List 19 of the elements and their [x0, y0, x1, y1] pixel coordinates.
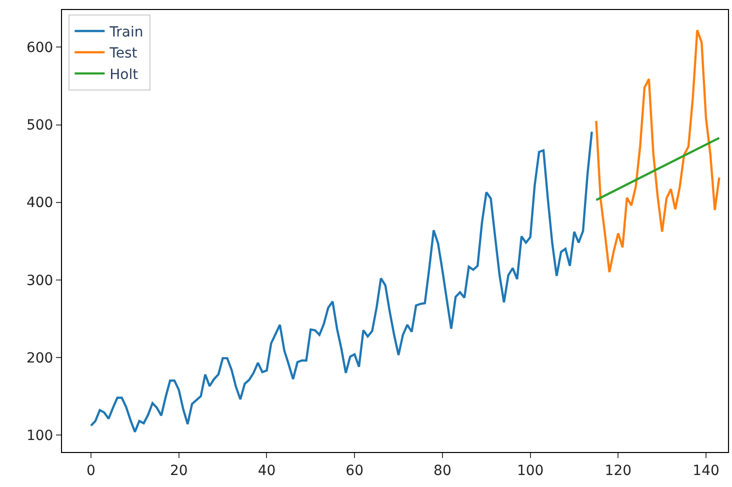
x-tick-label: 140: [692, 462, 720, 479]
line-series: [90, 130, 593, 433]
legend-label: Holt: [110, 66, 139, 83]
y-tick-label: 200: [26, 350, 54, 366]
x-tick-label: 40: [258, 462, 276, 479]
x-tick-label: 20: [170, 462, 188, 479]
x-tick-label: 0: [86, 462, 96, 479]
line-series: [595, 29, 720, 274]
legend-label: Train: [108, 24, 144, 40]
x-tick-label: 100: [516, 462, 544, 479]
x-tick-label: 120: [604, 462, 632, 479]
x-tick-label: 80: [434, 462, 452, 479]
y-tick-label: 400: [26, 195, 54, 212]
y-tick-label: 300: [26, 272, 54, 289]
y-tick-label: 500: [26, 118, 54, 134]
y-tick-label: 100: [26, 428, 54, 444]
x-tick-label: 60: [346, 462, 364, 479]
legend-label: Test: [108, 46, 138, 62]
y-tick-label: 600: [26, 40, 54, 56]
